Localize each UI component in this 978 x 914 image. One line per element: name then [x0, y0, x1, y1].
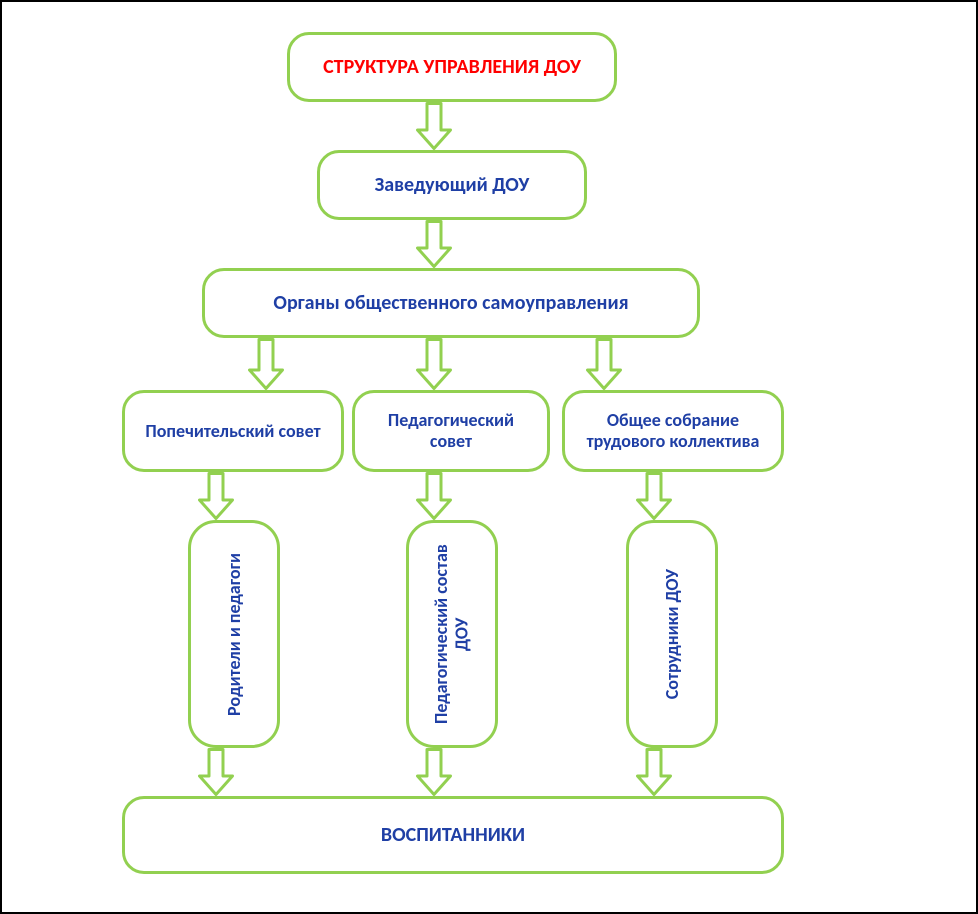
- node-pupils: ВОСПИТАННИКИ: [122, 796, 784, 874]
- a-parents-pupils: [198, 748, 234, 796]
- node-organs-label: Органы общественного самоуправления: [273, 292, 628, 315]
- node-parents: Родители и педагоги: [188, 520, 280, 748]
- node-staff: Сотрудники ДОУ: [626, 520, 718, 748]
- node-ped-label: Педагогический совет: [365, 410, 537, 451]
- node-trust-label: Попечительский совет: [145, 421, 320, 442]
- a-organs-meet: [586, 338, 622, 390]
- a-head-organs: [416, 220, 452, 268]
- a-organs-trust: [248, 338, 284, 390]
- a-trust-parents: [198, 472, 234, 520]
- node-title: СТРУКТУРА УПРАВЛЕНИЯ ДОУ: [287, 32, 617, 102]
- node-trust: Попечительский совет: [122, 390, 344, 472]
- node-ped: Педагогический совет: [352, 390, 550, 472]
- a-title-head: [416, 102, 452, 150]
- node-staff-label: Сотрудники ДОУ: [662, 569, 683, 699]
- node-pstaff: Педагогический состав ДОУ: [406, 520, 498, 748]
- a-organs-ped: [416, 338, 452, 390]
- node-meet: Общее собрание трудового коллектива: [562, 390, 784, 472]
- node-title-label: СТРУКТУРА УПРАВЛЕНИЯ ДОУ: [323, 56, 581, 79]
- node-meet-label: Общее собрание трудового коллектива: [575, 410, 771, 451]
- node-parents-label: Родители и педагоги: [224, 553, 245, 716]
- node-pstaff-label: Педагогический состав ДОУ: [431, 527, 472, 741]
- node-pupils-label: ВОСПИТАННИКИ: [381, 824, 525, 847]
- node-head: Заведующий ДОУ: [317, 150, 587, 220]
- node-organs: Органы общественного самоуправления: [202, 268, 700, 338]
- a-pstaff-pupils: [416, 748, 452, 796]
- a-staff-pupils: [636, 748, 672, 796]
- a-meet-staff: [636, 472, 672, 520]
- node-head-label: Заведующий ДОУ: [375, 174, 530, 197]
- a-ped-pstaff: [416, 472, 452, 520]
- diagram-frame: СТРУКТУРА УПРАВЛЕНИЯ ДОУ Заведующий ДОУ …: [0, 0, 978, 914]
